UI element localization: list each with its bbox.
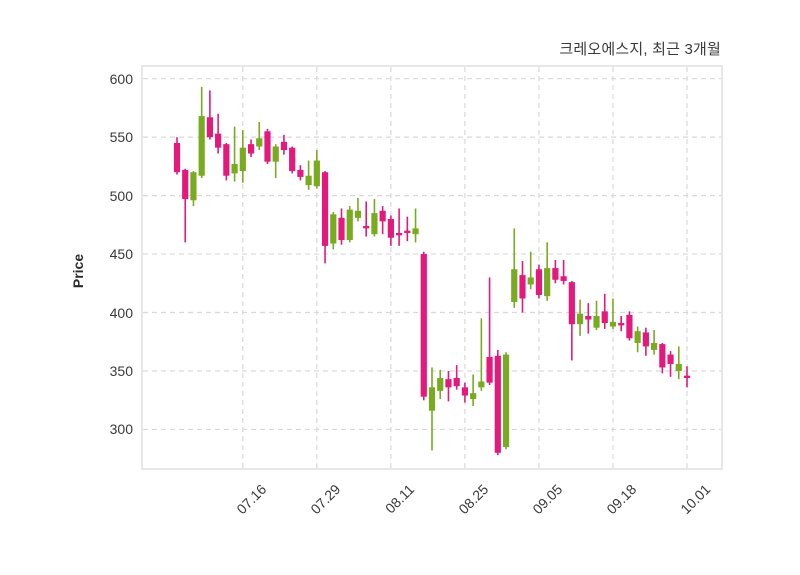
candle-body-up [313, 160, 320, 187]
y-tick-label: 350 [109, 362, 133, 379]
candle-body-down [247, 144, 255, 154]
candle-body-up [502, 354, 510, 447]
candle-body-down [626, 314, 633, 339]
candle-body-down [395, 233, 403, 236]
candle-body-down [519, 275, 526, 299]
candle-body-up [634, 331, 641, 343]
candle-body-down [683, 375, 691, 378]
candle-body-down [560, 276, 567, 281]
candle-body-up [354, 210, 362, 218]
candle-body-down [461, 387, 469, 396]
y-tick-label: 300 [109, 421, 133, 438]
candle-body-up [437, 377, 444, 391]
candle-body-up [511, 269, 518, 302]
candle-body-down [173, 142, 181, 173]
candle-body-up [330, 214, 337, 244]
candle-body-up [346, 209, 353, 241]
y-tick-label: 600 [109, 70, 133, 87]
candle-body-down [445, 379, 452, 388]
candle-body-down [568, 282, 575, 325]
candle-body-up [231, 164, 238, 174]
candle-body-down [535, 269, 543, 295]
candle-body-down [642, 332, 649, 347]
candle-body-up [650, 342, 658, 350]
candle-body-up [527, 277, 534, 285]
candle-body-down [223, 144, 230, 176]
y-tick-label: 400 [109, 304, 133, 321]
candle-body-down [363, 225, 370, 229]
candle-body-down [338, 217, 345, 241]
candle-body-up [675, 363, 682, 371]
candle-body-up [198, 116, 205, 176]
candle-body-up [544, 268, 551, 297]
candle-body-down [659, 344, 666, 368]
candle-body-up [412, 228, 419, 235]
candle-body-down [379, 210, 386, 222]
candle-body-down [297, 169, 304, 177]
candle-body-up [576, 313, 584, 325]
candle-body-up [371, 213, 378, 235]
candle-body-down [486, 356, 493, 383]
candle-body-down [404, 230, 411, 234]
candle-body-up [428, 387, 436, 411]
candle-body-down [280, 141, 288, 151]
candle-body-up [190, 172, 197, 201]
y-axis-label: Price [70, 253, 86, 289]
candle-body-down [667, 354, 674, 364]
y-tick-label: 500 [109, 187, 133, 204]
candle-body-down [453, 377, 460, 387]
candle-body-down [289, 147, 296, 172]
candle-body-down [387, 218, 394, 238]
candle-body-down [182, 169, 189, 200]
candle-body-down [601, 311, 608, 324]
candle-body-up [256, 138, 263, 147]
candle-body-down [552, 268, 559, 280]
candle-body-down [206, 117, 214, 138]
chart-title: 크레오에스지, 최근 3개월 [559, 41, 721, 58]
y-tick-label: 450 [109, 246, 133, 263]
candle-body-up [593, 316, 600, 328]
candle-body-up [272, 146, 279, 162]
candle-body-up [609, 321, 617, 327]
candle-body-down [215, 133, 222, 148]
candle-body-down [420, 254, 427, 397]
candle-body-down [618, 323, 625, 326]
candle-body-down [494, 355, 501, 453]
candle-body-down [264, 131, 271, 162]
candle-body-up [478, 381, 485, 388]
candle-body-down [321, 172, 329, 246]
candle-body-up [239, 147, 246, 172]
candle-body-down [585, 316, 592, 320]
candle-body-up [470, 393, 477, 400]
y-tick-label: 550 [109, 129, 133, 146]
plot-border [141, 65, 723, 470]
candle-body-up [305, 175, 312, 186]
